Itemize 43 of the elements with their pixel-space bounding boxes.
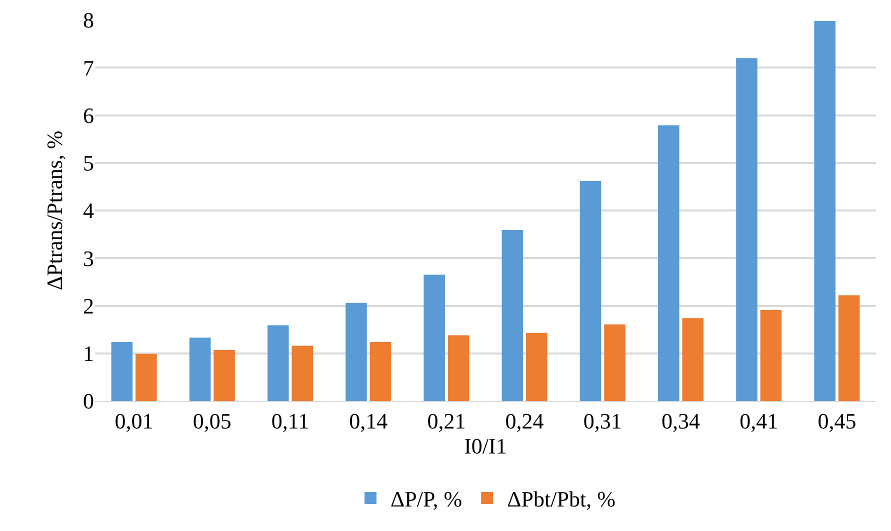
- y-tick-label: 8: [83, 8, 94, 33]
- x-tick-label: 0,41: [740, 408, 778, 434]
- y-tick-label: 2: [83, 293, 94, 318]
- bar: [111, 342, 133, 401]
- x-tick-label: 0,05: [192, 408, 232, 434]
- x-tick-label: 0,24: [505, 408, 544, 434]
- bar: [370, 342, 392, 401]
- bar: [346, 302, 367, 401]
- bar: [502, 230, 524, 401]
- y-tick-label: 4: [83, 198, 94, 224]
- bar: [658, 125, 680, 401]
- legend-label: ΔP/P, %: [390, 486, 462, 512]
- bar: [814, 20, 836, 401]
- bar: [526, 332, 548, 401]
- x-tick-label: 0,45: [818, 408, 856, 434]
- y-tick-label: 7: [83, 55, 94, 80]
- legend-label: ΔPbt/Pbt, %: [507, 486, 616, 512]
- x-tick-label: 0,01: [114, 408, 154, 434]
- bar: [267, 325, 289, 401]
- y-tick-label: 0: [83, 388, 94, 414]
- bar: [292, 346, 314, 401]
- bar: [448, 335, 470, 401]
- x-tick-label: 0,34: [662, 408, 700, 434]
- y-tick-label: 6: [83, 102, 94, 128]
- bar: [838, 295, 860, 401]
- bar: [736, 58, 758, 401]
- bar: [760, 310, 782, 401]
- x-axis-title: I0/I1: [464, 433, 507, 458]
- x-tick-label: 0,14: [349, 408, 388, 434]
- y-axis-title: ΔPtrans/Ptrans, %: [42, 130, 67, 290]
- x-tick-label: 0,11: [271, 408, 310, 434]
- bar: [580, 180, 602, 401]
- x-tick-label: 0,31: [583, 408, 622, 434]
- bar: [136, 354, 157, 401]
- bar: [424, 274, 445, 401]
- bar: [682, 318, 704, 401]
- bar: [189, 338, 211, 401]
- bar: [604, 324, 626, 401]
- bar: [214, 350, 235, 401]
- y-tick-label: 5: [83, 150, 94, 176]
- y-tick-label: 1: [83, 341, 94, 366]
- x-tick-label: 0,21: [427, 408, 466, 434]
- y-tick-label: 3: [83, 246, 94, 271]
